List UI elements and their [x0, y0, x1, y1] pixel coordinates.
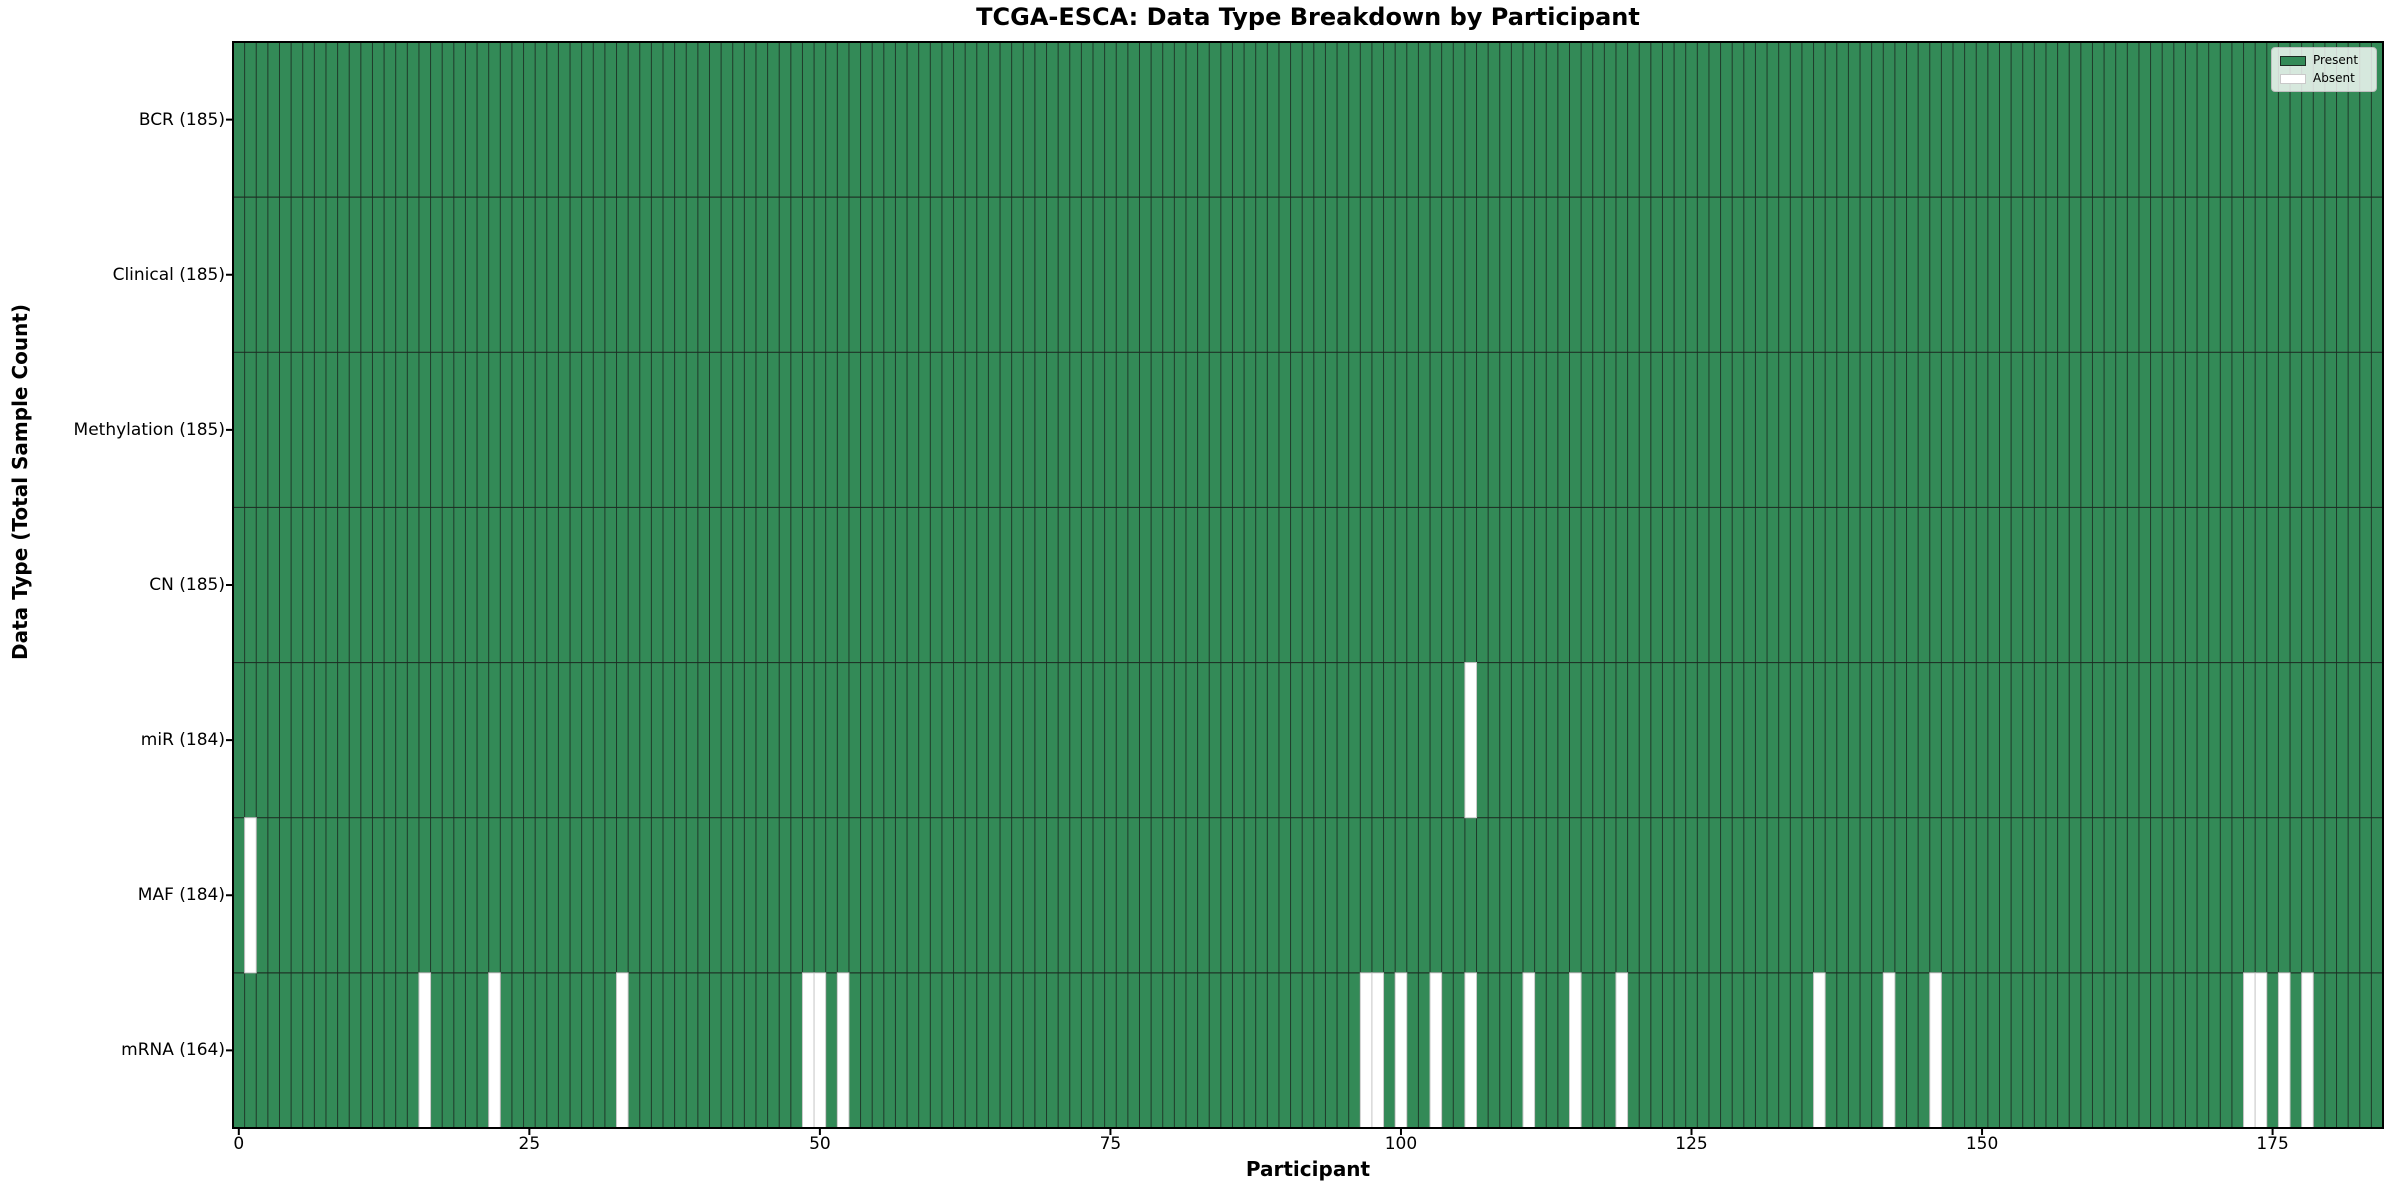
y-tick-label: CN (185) — [149, 575, 225, 595]
y-tick-label: Methylation (185) — [73, 419, 225, 440]
x-tick-label: 175 — [2256, 1134, 2289, 1154]
y-tick-label: miR (184) — [140, 730, 225, 751]
legend-present-label: Present — [2313, 53, 2359, 67]
x-tick-label: 50 — [809, 1134, 831, 1154]
x-tick-label: 150 — [1965, 1134, 1999, 1154]
legend-absent-swatch — [2280, 73, 2306, 84]
y-tick-label: Clinical (185) — [112, 264, 225, 285]
y-tick-label: mRNA (164) — [121, 1040, 225, 1061]
legend-present-swatch — [2280, 55, 2306, 66]
legend-entry-absent: Absent — [2280, 72, 2368, 85]
x-tick-label: 25 — [518, 1134, 541, 1154]
x-tick-label: 100 — [1384, 1134, 1418, 1154]
x-tick-label: 75 — [1099, 1134, 1122, 1154]
x-axis-label: Participant — [1245, 1157, 1371, 1181]
chart-title: TCGA-ESCA: Data Type Breakdown by Partic… — [976, 3, 1640, 31]
legend: Present Absent — [2271, 47, 2377, 92]
y-tick-label: BCR (185) — [138, 109, 225, 130]
x-tick-label: 0 — [233, 1134, 245, 1154]
legend-entry-present: Present — [2280, 54, 2368, 67]
y-tick-label: MAF (184) — [137, 885, 225, 906]
x-tick-label: 125 — [1675, 1134, 1708, 1154]
legend-absent-label: Absent — [2313, 71, 2355, 85]
